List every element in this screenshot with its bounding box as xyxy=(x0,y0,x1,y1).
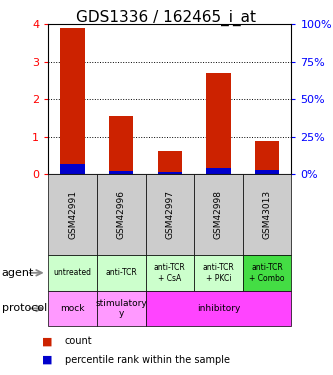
Text: anti-TCR: anti-TCR xyxy=(105,268,137,278)
Bar xyxy=(158,172,182,174)
Bar xyxy=(158,151,182,174)
Text: GSM43013: GSM43013 xyxy=(262,190,272,239)
Bar xyxy=(206,168,230,174)
Bar xyxy=(109,171,133,174)
Bar xyxy=(61,28,85,174)
Bar xyxy=(206,73,230,174)
Text: anti-TCR
+ PKCi: anti-TCR + PKCi xyxy=(202,263,234,282)
Text: stimulatory
y: stimulatory y xyxy=(95,299,147,318)
Text: GSM42991: GSM42991 xyxy=(68,190,77,239)
Text: untreated: untreated xyxy=(54,268,92,278)
Text: ■: ■ xyxy=(42,336,52,346)
Bar xyxy=(255,141,279,174)
Text: anti-TCR
+ CsA: anti-TCR + CsA xyxy=(154,263,186,282)
Bar xyxy=(109,116,133,174)
Bar xyxy=(61,164,85,174)
Text: GSM42996: GSM42996 xyxy=(117,190,126,239)
Text: protocol: protocol xyxy=(2,303,47,313)
Text: percentile rank within the sample: percentile rank within the sample xyxy=(65,355,230,365)
Text: agent: agent xyxy=(2,268,34,278)
Text: GSM42997: GSM42997 xyxy=(165,190,174,239)
Text: anti-TCR
+ Combo: anti-TCR + Combo xyxy=(249,263,285,282)
Bar xyxy=(255,170,279,174)
Text: ■: ■ xyxy=(42,355,52,365)
Text: count: count xyxy=(65,336,93,346)
Text: GDS1336 / 162465_i_at: GDS1336 / 162465_i_at xyxy=(77,9,256,26)
Text: mock: mock xyxy=(60,304,85,313)
Text: GSM42998: GSM42998 xyxy=(214,190,223,239)
Text: inhibitory: inhibitory xyxy=(197,304,240,313)
